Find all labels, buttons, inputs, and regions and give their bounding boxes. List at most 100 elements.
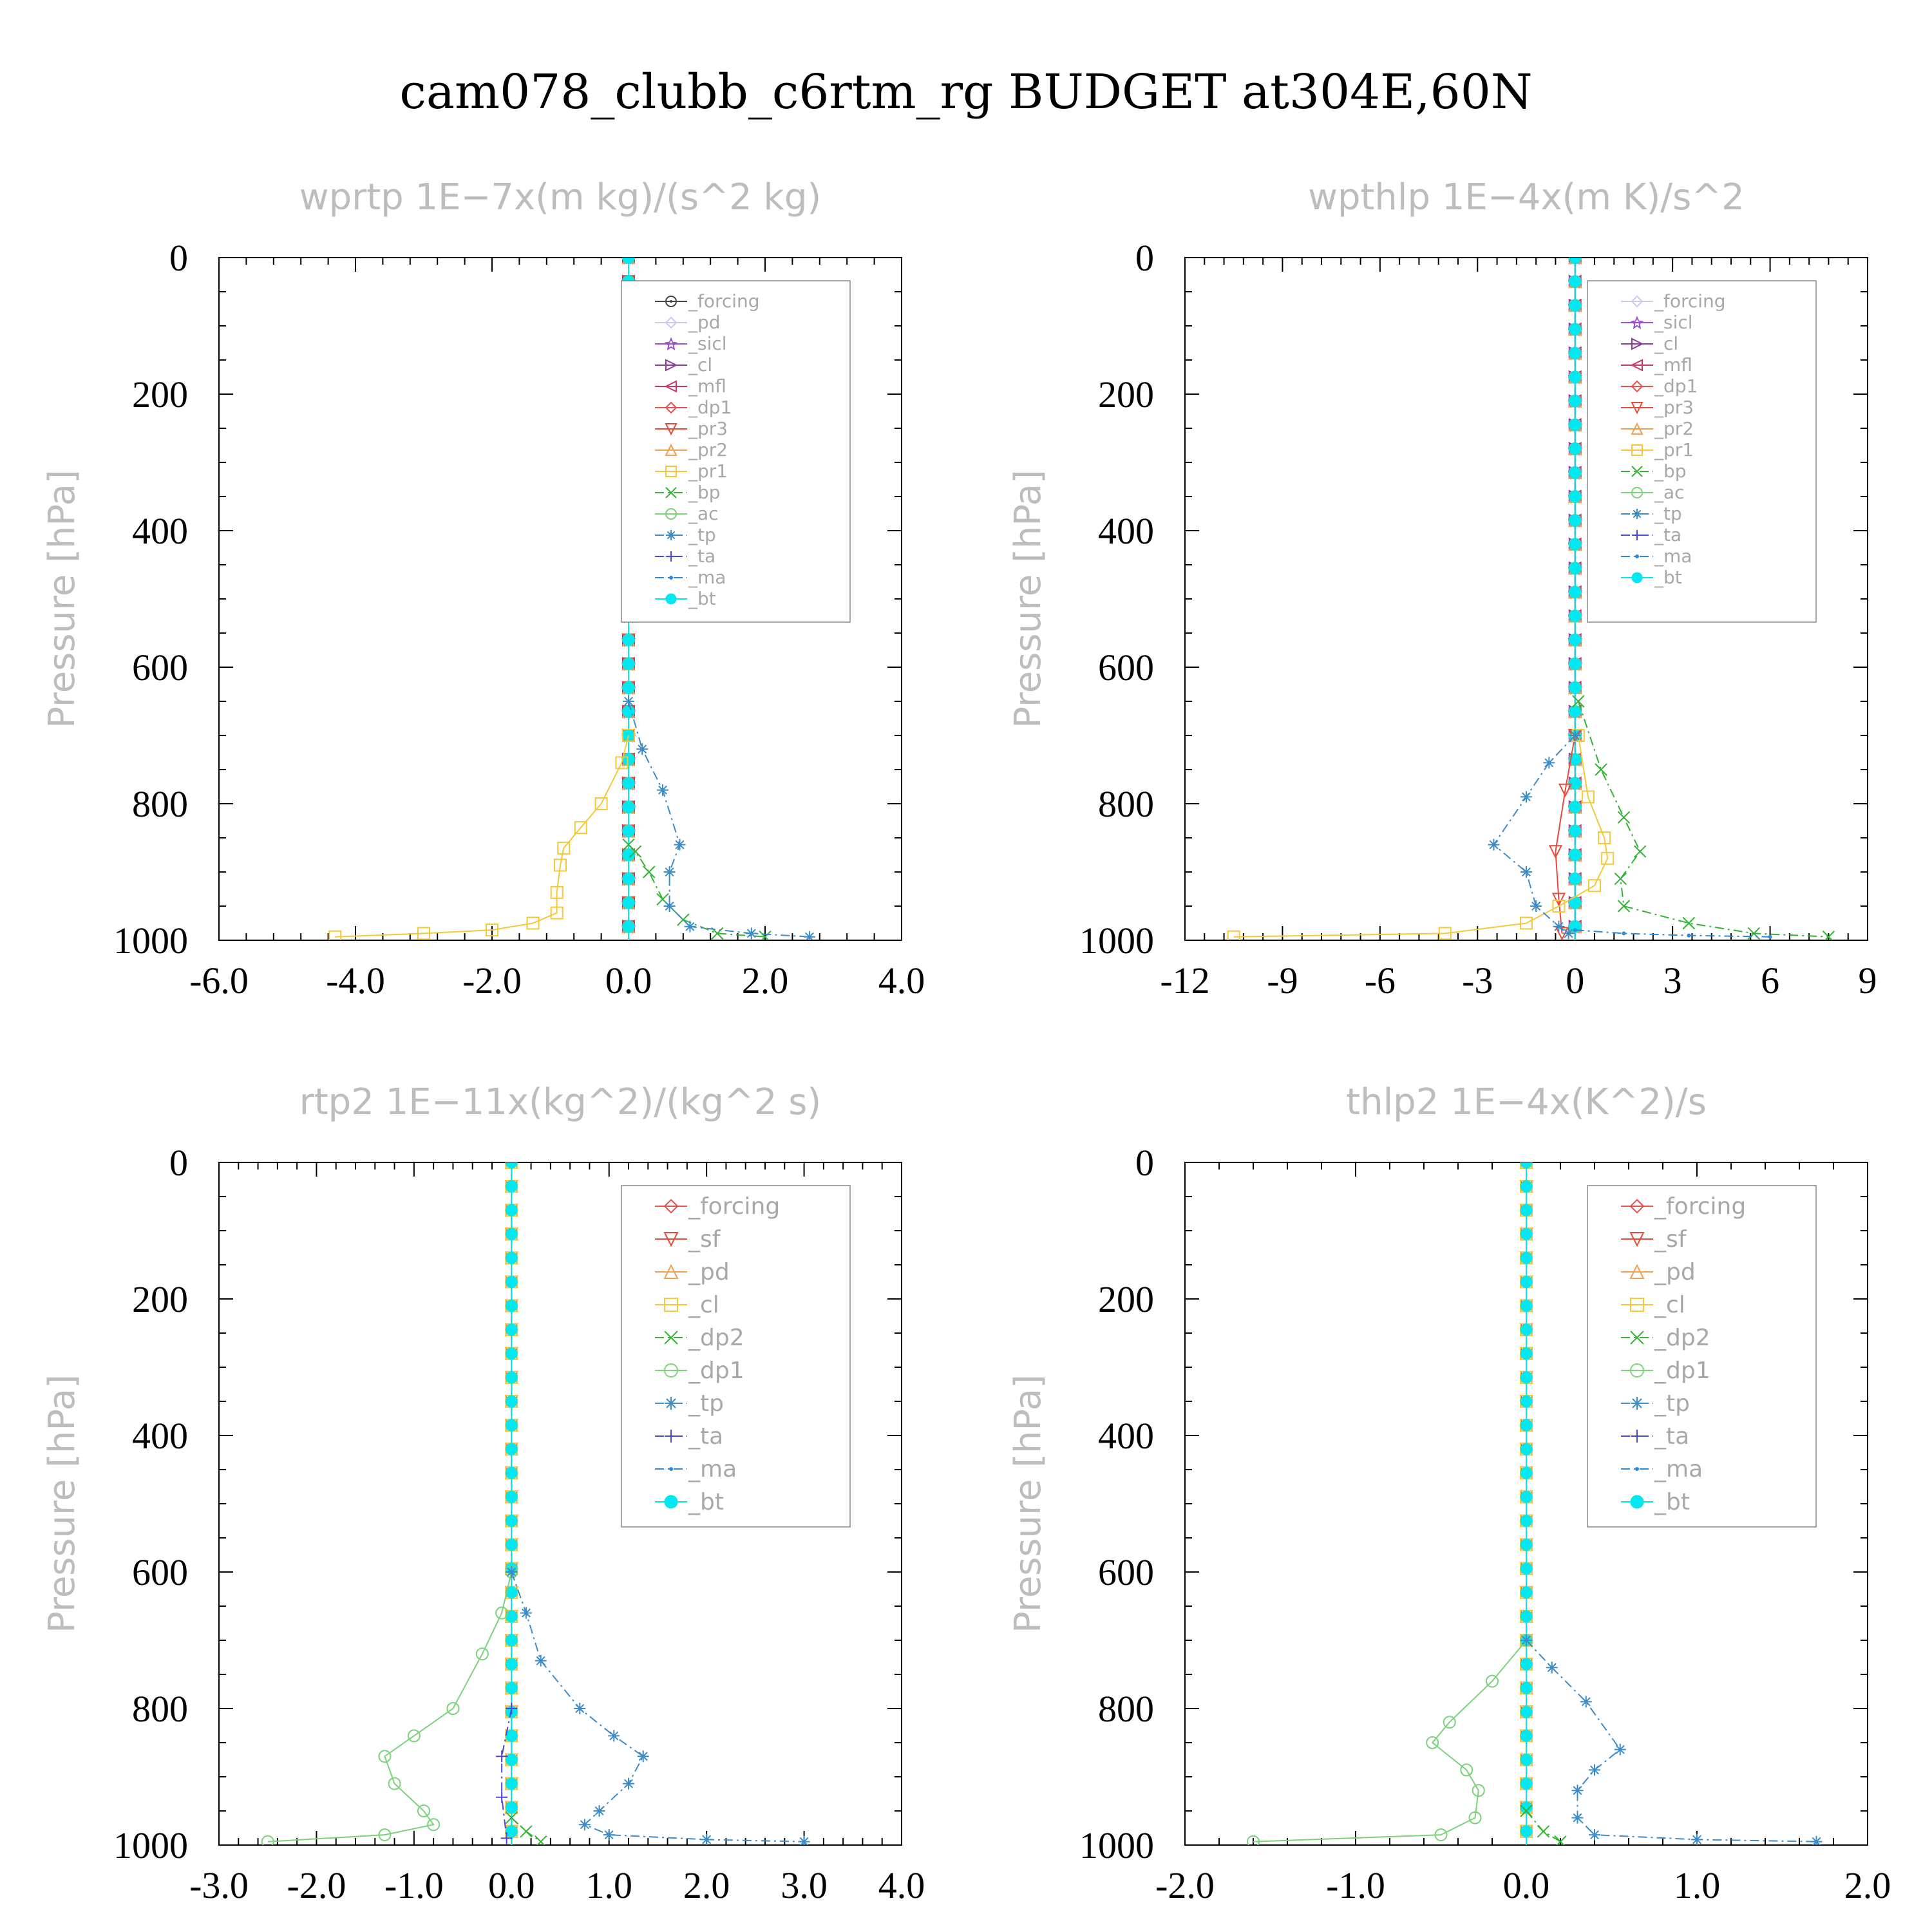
- data-point: [1520, 1180, 1533, 1193]
- data-point: [505, 1801, 518, 1814]
- y-tick-label: 0: [169, 237, 188, 279]
- legend-entry: _pd: [655, 1259, 730, 1285]
- x-tick-label: -12: [1160, 960, 1209, 1001]
- data-point: [1520, 1443, 1533, 1455]
- legend: _forcing_sicl_cl_mfl_dp1_pr3_pr2_pr1_bp_…: [1587, 280, 1817, 623]
- data-point: [701, 1833, 713, 1845]
- data-point: [798, 1835, 810, 1845]
- legend-marker: [1630, 1495, 1644, 1509]
- legend-label: _dp1: [688, 397, 732, 418]
- y-tick-label: 600: [132, 647, 188, 688]
- data-point: [622, 824, 635, 837]
- y-tick-label: 0: [1135, 237, 1154, 279]
- legend-label: _cl: [688, 354, 712, 375]
- x-tick-label: -2.0: [1155, 1864, 1215, 1906]
- x-tick-label: 2.0: [742, 960, 789, 1001]
- legend-entry: _forcing: [1621, 290, 1726, 312]
- series-line: [335, 735, 629, 938]
- data-point: [505, 1466, 518, 1479]
- legend-label: _ac: [688, 503, 719, 524]
- legend-label: _dp1: [688, 1358, 744, 1384]
- data-point: [1520, 1490, 1533, 1503]
- series-line: [1253, 1640, 1527, 1842]
- legend-label: _ta: [688, 545, 715, 567]
- data-point: [1569, 299, 1582, 312]
- data-point: [622, 681, 635, 694]
- x-tick-label: -1.0: [1326, 1864, 1385, 1906]
- legend-marker: [665, 1430, 677, 1443]
- data-point: [1580, 1696, 1592, 1708]
- data-point: [1622, 931, 1626, 936]
- x-tick-label: -1.0: [384, 1864, 444, 1906]
- legend-entry: _ac: [655, 503, 719, 524]
- legend-entry: _tp: [655, 524, 716, 545]
- data-point: [417, 927, 430, 940]
- panel-title: wprtp 1E−7x(m kg)/(s^2 kg): [299, 176, 821, 218]
- legend-label: _sf: [688, 1226, 721, 1253]
- legend-label: _ma: [1654, 1456, 1703, 1482]
- legend-entry: _sicl: [655, 333, 727, 354]
- legend-entry: _sf: [1621, 1226, 1687, 1253]
- data-point: [674, 838, 686, 851]
- y-tick-label: 200: [1098, 1278, 1154, 1320]
- data-point: [1569, 800, 1582, 813]
- legend-label: _mfl: [1654, 354, 1692, 375]
- legend-marker: [1630, 1363, 1644, 1378]
- legend-label: _dp2: [1654, 1325, 1710, 1351]
- x-tick-label: 6: [1761, 960, 1779, 1001]
- data-point: [1520, 1300, 1533, 1312]
- data-point: [663, 900, 676, 912]
- legend-entry: _bt: [1621, 1489, 1690, 1515]
- legend-label: _bt: [688, 1489, 724, 1515]
- legend-marker: [1630, 359, 1643, 372]
- data-point: [803, 931, 815, 940]
- data-point: [1569, 562, 1582, 574]
- legend-label: _ta: [1654, 524, 1681, 545]
- data-point: [1569, 777, 1582, 790]
- data-point: [505, 1539, 518, 1551]
- series-tp: [1488, 730, 1581, 940]
- legend-label: _tp: [688, 1390, 724, 1417]
- legend-marker: [665, 593, 677, 605]
- data-point: [622, 258, 635, 264]
- legend-entry: _tp: [655, 1390, 724, 1417]
- legend-frame: [1587, 1185, 1817, 1528]
- data-point: [636, 743, 649, 755]
- budget-panel: wprtp 1E−7x(m kg)/(s^2 kg) Pressure [hPa]…: [41, 176, 925, 1001]
- legend-label: _tp: [688, 524, 716, 545]
- series-dp1: [261, 1566, 518, 1845]
- panel-title: rtp2 1E−11x(kg^2)/(kg^2 s): [299, 1081, 822, 1123]
- data-point: [505, 1515, 518, 1527]
- legend-label: _bp: [688, 482, 721, 503]
- data-point: [1520, 1586, 1533, 1599]
- data-point: [1822, 930, 1835, 940]
- legend-marker: [669, 1467, 673, 1471]
- data-point: [505, 1490, 518, 1503]
- legend-marker: [664, 1331, 678, 1345]
- data-point: [505, 1323, 518, 1336]
- legend-marker: [1629, 1264, 1645, 1279]
- data-point: [603, 1829, 615, 1841]
- data-point: [1569, 658, 1582, 670]
- data-point: [1687, 933, 1691, 938]
- data-point: [1520, 1729, 1533, 1742]
- legend-label: _pd: [688, 1259, 730, 1285]
- legend-entry: _pr1: [655, 460, 728, 482]
- data-point: [1443, 1716, 1456, 1729]
- data-point: [505, 1204, 518, 1217]
- data-point: [1571, 1812, 1584, 1824]
- series-line: [267, 1571, 513, 1842]
- x-tick-label: 4.0: [878, 1864, 925, 1906]
- data-point: [505, 1162, 518, 1169]
- legend-label: _cl: [1654, 333, 1678, 354]
- legend-entry: _ma: [1621, 1456, 1703, 1482]
- legend-entry: _sf: [655, 1226, 721, 1253]
- plot-area: [261, 1162, 810, 1845]
- x-tick-label: -9: [1267, 960, 1298, 1001]
- data-point: [557, 841, 571, 855]
- y-tick-label: 800: [1098, 1688, 1154, 1730]
- data-point: [1569, 275, 1582, 288]
- data-point: [1520, 1562, 1533, 1575]
- legend-entry: _ta: [655, 545, 715, 567]
- legend-marker: [664, 1495, 678, 1509]
